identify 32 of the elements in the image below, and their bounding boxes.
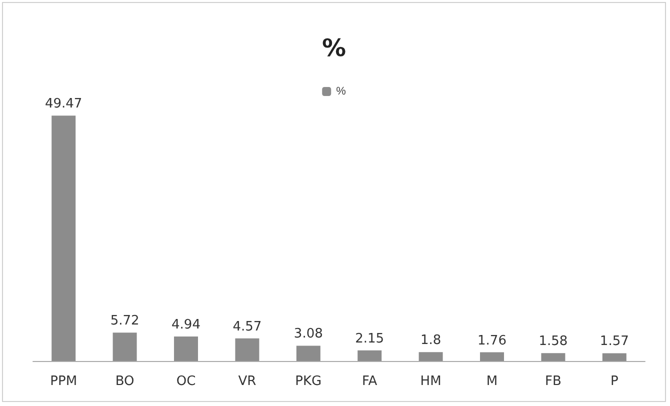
- data-label: 1.57: [600, 334, 629, 350]
- bar: [174, 336, 198, 361]
- bar: [480, 352, 504, 361]
- bar: [296, 346, 320, 361]
- x-tick-label: FA: [362, 374, 378, 389]
- data-label: 1.76: [478, 333, 506, 348]
- bar: [52, 116, 76, 361]
- x-tick-label: P: [610, 374, 618, 389]
- bar: [358, 350, 382, 361]
- x-tick-label: BO: [115, 374, 134, 389]
- data-label: 4.57: [232, 319, 262, 334]
- x-tick-label: OC: [176, 374, 196, 389]
- data-label: 1.58: [538, 334, 568, 350]
- data-label: 4.94: [172, 318, 200, 332]
- x-tick-label: PKG: [295, 374, 322, 389]
- bar: [418, 352, 443, 361]
- bar: [541, 353, 566, 361]
- x-tick-label: HM: [420, 374, 442, 389]
- data-label: 2.15: [355, 331, 384, 346]
- x-tick-label: VR: [238, 374, 256, 389]
- x-tick-label: M: [486, 374, 498, 389]
- chart-title: %: [322, 34, 346, 62]
- bar: [235, 338, 260, 361]
- data-label: 3.08: [294, 326, 323, 342]
- data-label: 1.8: [420, 333, 442, 348]
- bar: [602, 353, 626, 361]
- legend-label: %: [336, 86, 346, 98]
- data-label: 5.72: [110, 314, 140, 329]
- x-tick-label: PPM: [50, 374, 78, 389]
- bar: [112, 332, 137, 361]
- x-tick-label: FB: [544, 374, 562, 389]
- data-label: 49.47: [44, 96, 82, 112]
